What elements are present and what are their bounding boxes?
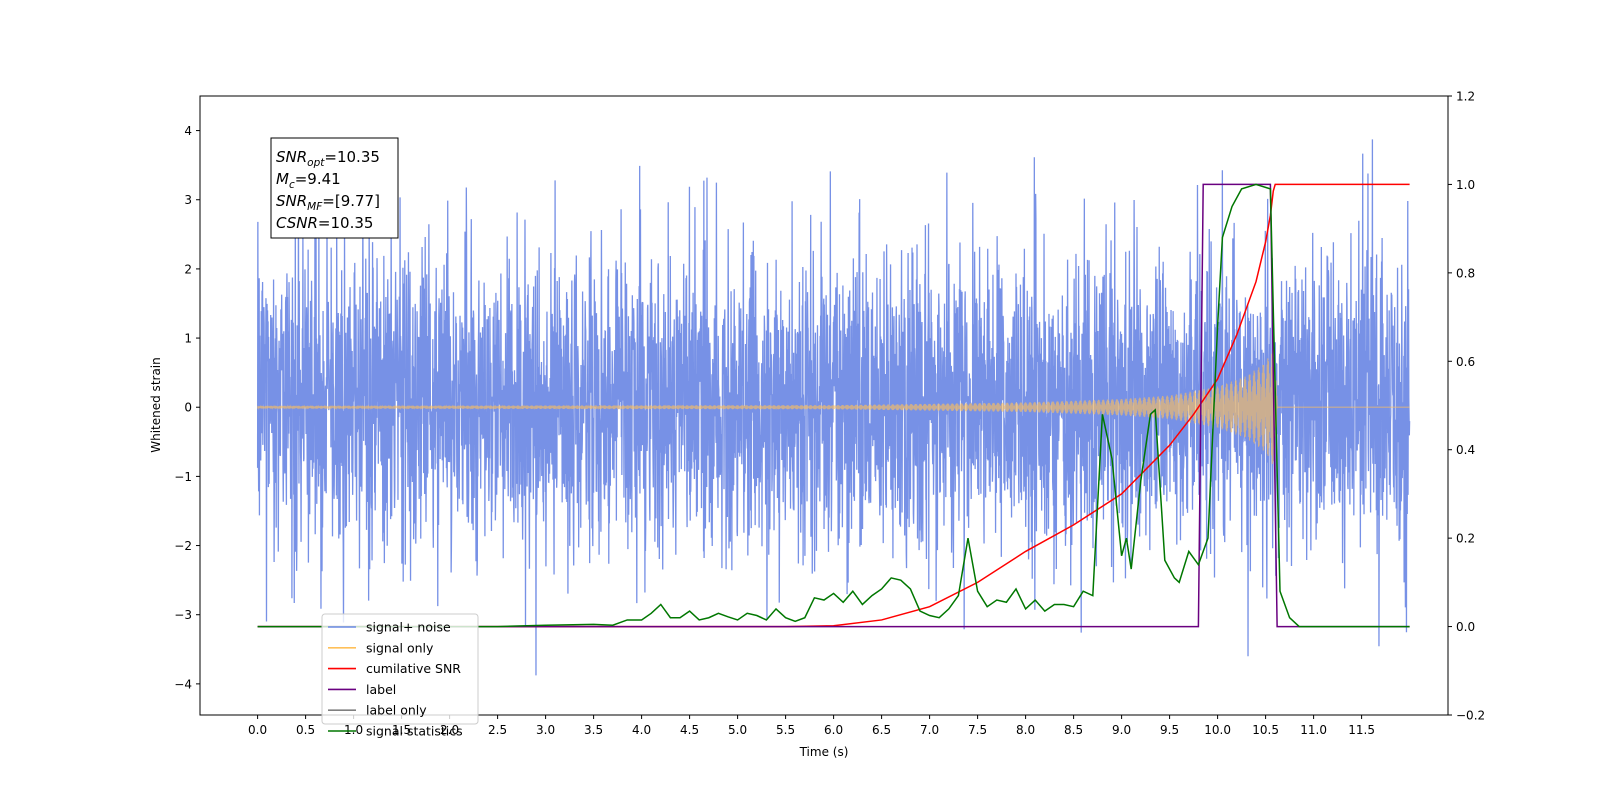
annotation-subscript: MF [307, 201, 323, 213]
annotation-subscript: c [289, 179, 295, 191]
left-y-tick-label: 2 [184, 262, 192, 276]
x-tick-label: 4.0 [632, 723, 651, 737]
right-y-tick-label: 0.8 [1456, 266, 1475, 280]
legend-label-label-only: label only [366, 703, 427, 718]
x-tick-label: 8.5 [1064, 723, 1083, 737]
y-axis-label: Whitened strain [149, 357, 163, 453]
annotation-subscript: opt [307, 157, 325, 169]
left-y-tick-label: −3 [174, 608, 192, 622]
x-tick-label: 10.5 [1252, 723, 1279, 737]
legend: signal+ noise signal only cumilative SNR la… [321, 613, 479, 739]
legend-label-signal-statistics: signal statistics [366, 724, 463, 739]
axes-frame [199, 95, 1449, 716]
x-tick-label: 7.0 [920, 723, 939, 737]
left-y-tick-label: −4 [174, 677, 192, 691]
right-y-tick-label: 0.0 [1456, 620, 1475, 634]
annotation-value: =[9.77] [322, 192, 380, 210]
right-y-axis-ticks: 1.2 1.0 0.8 0.6 0.4 0.2 0.0 −0.2 [1448, 90, 1485, 723]
right-y-tick-label: 1.2 [1456, 90, 1475, 104]
x-tick-label: 6.0 [824, 723, 843, 737]
annotation-value: =10.35 [318, 214, 374, 232]
x-tick-label: 8.0 [1016, 723, 1035, 737]
left-y-tick-label: 0 [184, 401, 192, 415]
plot-area [256, 139, 1411, 676]
x-tick-label: 1.5 [392, 723, 411, 737]
x-tick-label: 7.5 [968, 723, 987, 737]
annotation-value: =9.41 [295, 170, 341, 188]
left-y-tick-label: 4 [184, 124, 192, 138]
annotation-symbol: SNR [276, 148, 307, 166]
right-y-tick-label: 0.6 [1456, 355, 1475, 369]
x-tick-label: 0.5 [296, 723, 315, 737]
annotation-symbol: CSNR [276, 214, 318, 232]
x-tick-label: 2.0 [440, 723, 459, 737]
x-tick-label: 11.0 [1300, 723, 1327, 737]
x-tick-label: 1.0 [344, 723, 363, 737]
x-tick-label: 10.0 [1204, 723, 1231, 737]
annotation-line: SNRopt=10.35 [276, 148, 380, 169]
x-tick-label: 6.5 [872, 723, 891, 737]
x-tick-label: 0.0 [248, 723, 267, 737]
x-tick-label: 5.0 [728, 723, 747, 737]
left-y-tick-label: −1 [174, 470, 192, 484]
right-y-tick-label: −0.2 [1456, 709, 1485, 723]
left-y-tick-label: 3 [184, 193, 192, 207]
x-tick-label: 4.5 [680, 723, 699, 737]
legend-label-cumilative-snr: cumilative SNR [366, 661, 461, 676]
x-tick-label: 11.5 [1348, 723, 1375, 737]
x-tick-label: 9.5 [1160, 723, 1179, 737]
snr-annotation-box: SNRopt=10.35Mc=9.41SNRMF=[9.77]CSNR=10.3… [270, 137, 399, 239]
legend-label-signal-noise: signal+ noise [366, 620, 451, 635]
annotation-value: =10.35 [324, 148, 380, 166]
series-signal-statistics-line [257, 183, 1410, 628]
right-y-tick-label: 1.0 [1456, 178, 1475, 192]
annotation-symbol: SNR [276, 192, 307, 210]
annotation-symbol: M [276, 170, 289, 188]
series-signal-noise-line [256, 139, 1411, 676]
x-tick-label: 3.0 [536, 723, 555, 737]
left-y-axis-ticks: 4 3 2 1 0 −1 −2 −3 −4 [174, 124, 200, 691]
series-signal-only-line [257, 350, 1410, 464]
x-tick-label: 2.5 [488, 723, 507, 737]
annotation-line: Mc=9.41 [276, 170, 341, 191]
legend-frame [321, 613, 479, 725]
annotation-frame [270, 137, 399, 239]
annotation-line: CSNR=10.35 [276, 214, 373, 232]
right-y-tick-label: 0.4 [1456, 443, 1475, 457]
left-y-tick-label: −2 [174, 539, 192, 553]
x-axis-ticks: 0.0 0.5 1.0 1.5 2.0 2.5 3.0 3.5 4.0 4.5 5.0 5.5 6.0 6… [248, 715, 1375, 737]
legend-label-label: label [366, 682, 396, 697]
x-axis-label: Time (s) [799, 745, 849, 759]
legend-label-signal-only: signal only [366, 640, 434, 655]
x-tick-label: 9.0 [1112, 723, 1131, 737]
x-tick-label: 3.5 [584, 723, 603, 737]
left-y-tick-label: 1 [184, 332, 192, 346]
x-tick-label: 5.5 [776, 723, 795, 737]
annotation-line: SNRMF=[9.77] [276, 192, 380, 213]
right-y-tick-label: 0.2 [1456, 532, 1475, 546]
